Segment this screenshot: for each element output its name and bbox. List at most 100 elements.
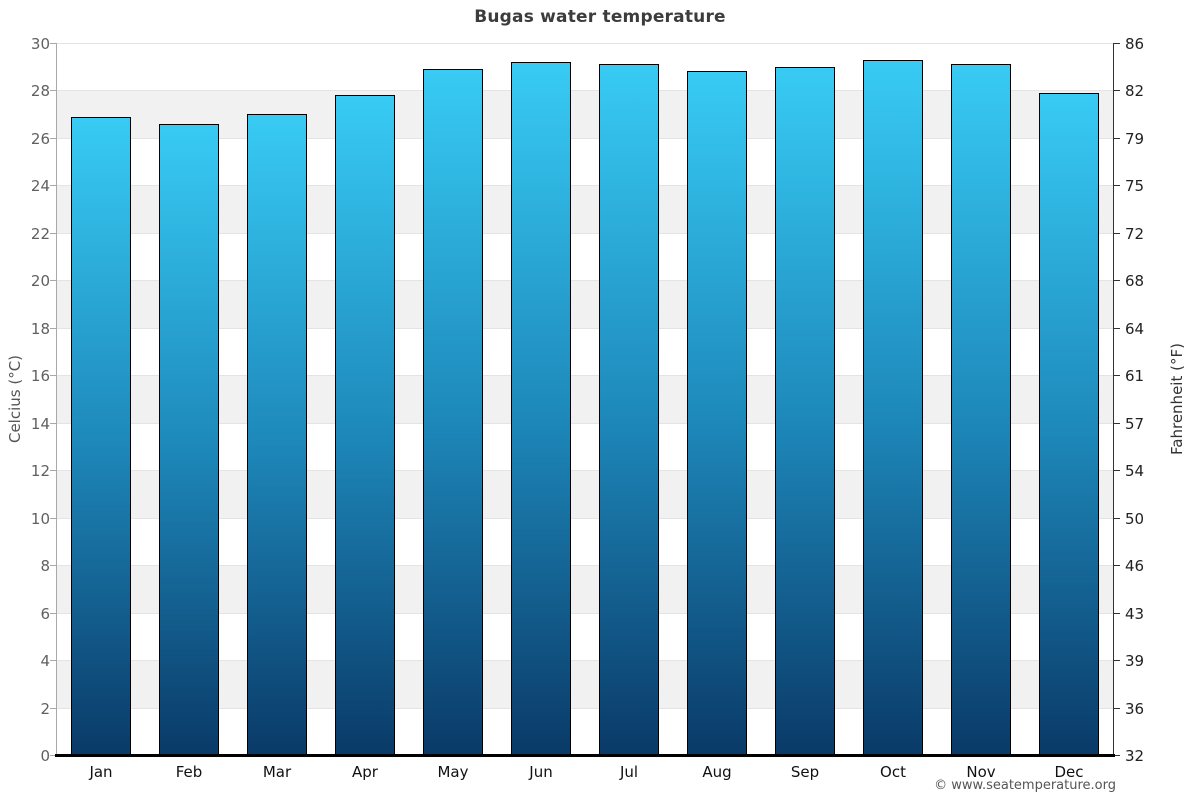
celsius-tick (50, 755, 56, 756)
celsius-tick (50, 422, 56, 424)
celsius-tick (50, 232, 56, 234)
plot-band (57, 375, 1113, 423)
celsius-tick-label: 16 (30, 367, 50, 386)
fahrenheit-tick (1114, 755, 1120, 756)
celsius-tick-label: 26 (30, 129, 50, 148)
month-label: Nov (966, 763, 996, 781)
plot-band (57, 185, 1113, 233)
celsius-tick (50, 565, 56, 567)
fahrenheit-tick (1114, 565, 1120, 567)
footer-link[interactable]: © www.seatemperature.org (934, 778, 1116, 793)
temperature-bar[interactable] (599, 64, 659, 755)
fahrenheit-tick (1114, 185, 1120, 187)
celsius-tick-label: 28 (30, 82, 50, 101)
gridline (57, 375, 1113, 377)
temperature-bar[interactable] (511, 61, 571, 755)
celsius-tick-label: 20 (30, 272, 50, 291)
fahrenheit-tick-label: 32 (1125, 747, 1145, 765)
fahrenheit-tick (1114, 422, 1120, 424)
fahrenheit-axis-title: Fahrenheit (°F) (1168, 343, 1186, 455)
month-label: Dec (1054, 763, 1084, 781)
gridline (57, 232, 1113, 234)
fahrenheit-tick (1114, 612, 1120, 614)
celsius-tick-label: 22 (30, 224, 50, 243)
month-label: Apr (352, 763, 378, 781)
celsius-tick-label: 4 (40, 652, 50, 671)
celsius-tick (50, 612, 56, 614)
fahrenheit-tick-label: 72 (1125, 224, 1145, 243)
celsius-tick (50, 90, 56, 92)
month-label: Feb (175, 763, 203, 781)
temperature-bar[interactable] (687, 71, 747, 755)
fahrenheit-tick (1114, 280, 1120, 282)
fahrenheit-tick (1114, 517, 1120, 519)
gridline (57, 137, 1113, 139)
temperature-bar[interactable] (71, 116, 131, 755)
temperature-bar[interactable] (863, 59, 923, 755)
fahrenheit-tick (1114, 232, 1120, 234)
fahrenheit-tick-label: 79 (1125, 129, 1145, 148)
temperature-bar[interactable] (951, 64, 1011, 755)
temperature-bar[interactable] (159, 123, 219, 755)
gridline (57, 90, 1113, 92)
fahrenheit-tick-label: 46 (1125, 557, 1145, 576)
celsius-tick-label: 2 (40, 699, 50, 718)
celsius-tick-label: 6 (40, 604, 50, 623)
plot-band (57, 470, 1113, 518)
fahrenheit-tick (1114, 375, 1120, 377)
fahrenheit-tick (1114, 327, 1120, 329)
gridline (57, 280, 1113, 282)
month-label: Jun (529, 763, 553, 781)
temperature-bar[interactable] (335, 95, 395, 755)
plot-band (57, 660, 1113, 708)
fahrenheit-tick (1114, 43, 1120, 44)
celsius-axis-line (56, 43, 57, 755)
fahrenheit-tick-label: 61 (1125, 367, 1145, 386)
celsius-tick (50, 137, 56, 139)
gridline (57, 43, 1113, 44)
fahrenheit-tick (1114, 137, 1120, 139)
celsius-tick-label: 18 (30, 319, 50, 338)
fahrenheit-tick-label: 36 (1125, 699, 1145, 718)
month-label: Jan (89, 763, 113, 781)
temperature-bar[interactable] (775, 66, 835, 755)
celsius-tick-label: 30 (30, 35, 50, 53)
month-label: Sep (790, 763, 820, 781)
temperature-bar[interactable] (423, 69, 483, 755)
gridline (57, 707, 1113, 709)
temperature-bar[interactable] (1039, 92, 1099, 755)
month-label: May (437, 763, 469, 781)
celsius-tick (50, 375, 56, 377)
month-label: Aug (702, 763, 732, 781)
fahrenheit-tick-label: 86 (1125, 35, 1145, 53)
month-label: Mar (262, 763, 292, 781)
celsius-tick (50, 327, 56, 329)
celsius-tick (50, 517, 56, 519)
plot-area (57, 43, 1113, 755)
month-label: Jul (619, 763, 639, 781)
temperature-bar[interactable] (247, 114, 307, 755)
celsius-tick-label: 8 (40, 557, 50, 576)
fahrenheit-tick-label: 75 (1125, 177, 1145, 196)
chart-title: Bugas water temperature (474, 7, 726, 27)
celsius-tick (50, 43, 56, 44)
plot-band (57, 90, 1113, 138)
fahrenheit-tick (1114, 470, 1120, 472)
gridline (57, 422, 1113, 424)
fahrenheit-tick-label: 57 (1125, 414, 1145, 433)
celsius-tick (50, 280, 56, 282)
celsius-tick (50, 707, 56, 709)
fahrenheit-tick (1114, 707, 1120, 709)
gridline (57, 185, 1113, 187)
fahrenheit-tick-label: 64 (1125, 319, 1145, 338)
x-axis-line (55, 754, 1115, 757)
fahrenheit-tick-label: 82 (1125, 82, 1145, 101)
fahrenheit-tick-label: 39 (1125, 652, 1145, 671)
celsius-tick (50, 470, 56, 472)
celsius-tick-label: 10 (30, 509, 50, 528)
fahrenheit-tick (1114, 90, 1120, 92)
celsius-tick-label: 14 (30, 414, 50, 433)
gridline (57, 565, 1113, 567)
gridline (57, 327, 1113, 329)
